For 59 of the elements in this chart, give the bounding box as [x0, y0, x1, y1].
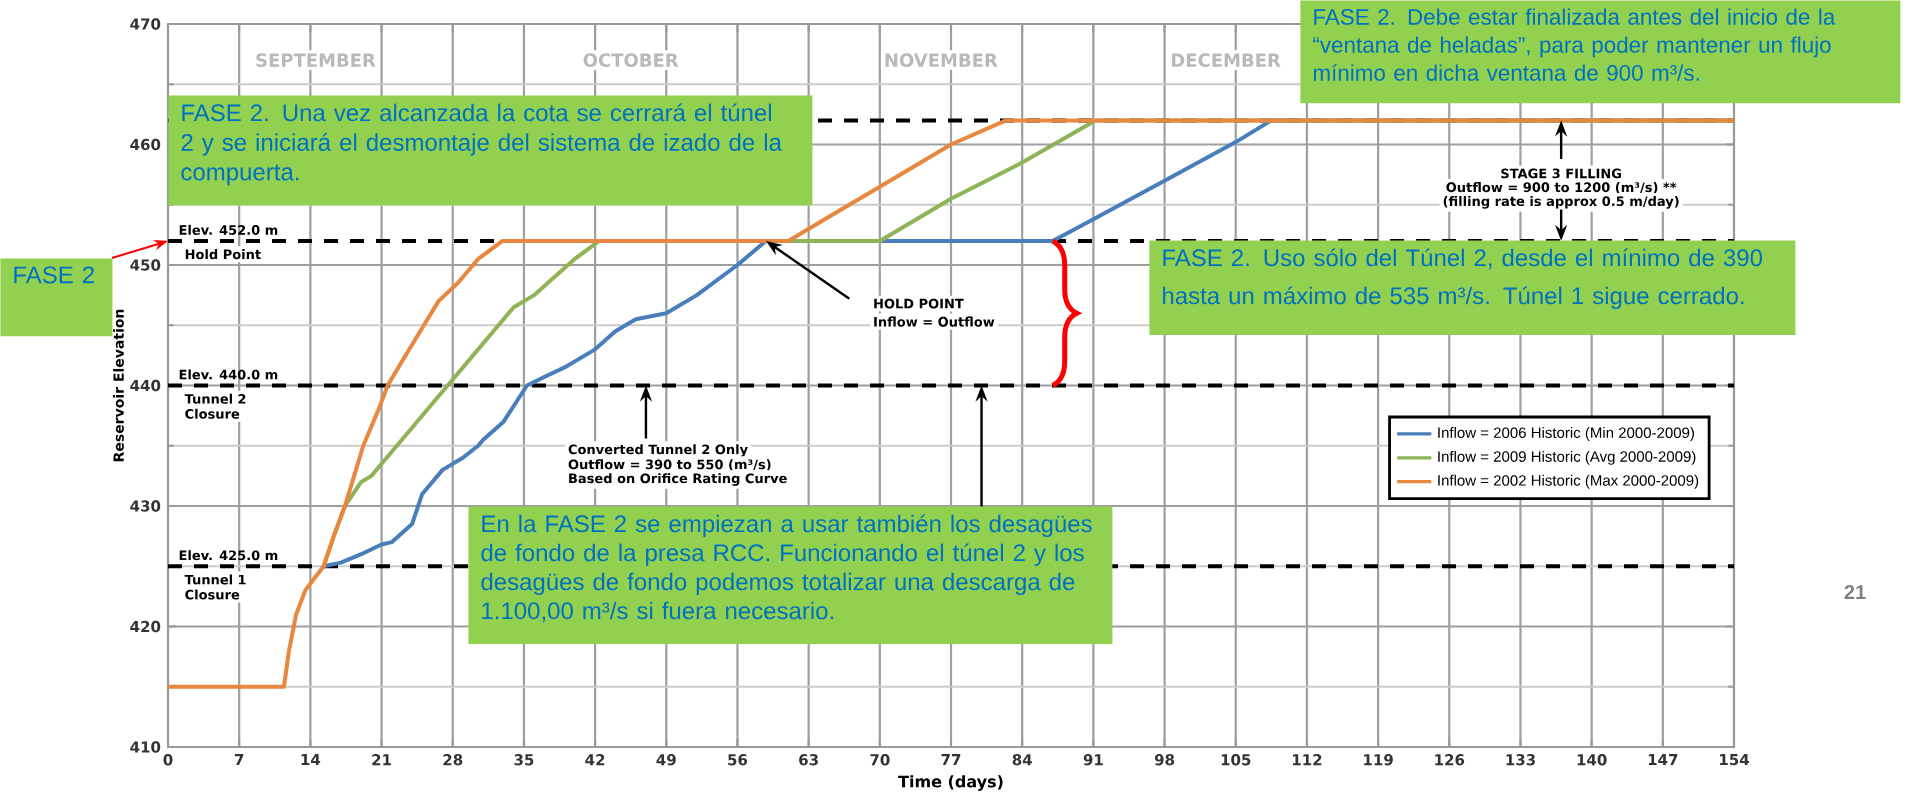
- text: 21: [1844, 585, 1866, 599]
- annotation: (filling rate is approx 0.5 m/day): [1443, 196, 1679, 209]
- annotation: Inflow = Outflow: [874, 316, 995, 327]
- annotation: OCTOBER: [583, 53, 679, 67]
- y-tick-label: 410: [130, 741, 161, 753]
- annotation: Hold Point: [185, 249, 261, 260]
- x-tick-label: 28: [443, 754, 463, 766]
- x-tick-label: 14: [301, 754, 321, 765]
- legend-label: Inflow = 2002 Historic (Max 2000-2009): [1438, 474, 1699, 489]
- annotation: FASE 2. Debe estar finalizada antes del inicio de la “ventana de heladas”, para poder mantener un flujo mínimo en dicha ventana de 900 m³/s.: [1313, 8, 1836, 81]
- annotation: NOVEMBER: [885, 53, 998, 67]
- x-tick-label: 63: [799, 754, 818, 766]
- x-tick-label: 0: [163, 754, 173, 766]
- y-axis-title: Reservoir Elevation: [113, 309, 124, 462]
- x-tick-label: 112: [1292, 754, 1322, 766]
- x-axis-title: Time (days): [898, 775, 1003, 791]
- ref-line-label: Elev. 425.0 m: [179, 550, 278, 561]
- annotation: En la FASE 2 se empiezan a usar también los desagües de fondo de la presa RCC. Funcionando el túnel 2 y los desagües de fondo podemos totalizar una descarga de 1.100,00 m³/s si fuera necesario.: [481, 514, 1092, 623]
- x-tick-label: 56: [728, 754, 748, 766]
- annotation: FASE 2. Una vez alcanzada la cota se cerrará el túnel 2 y se iniciará el desmontaje del sistema de izado de la compuerta.: [181, 103, 782, 186]
- annotation: Tunnel 2 Closure: [184, 393, 246, 419]
- annotation: FASE 2. Uso sólo del Túnel 2, desde el mínimo de 390 hasta un máximo de 535 m³/s. Túnel 1 sigue cerrado.: [1163, 248, 1763, 310]
- y-tick-label: 440: [130, 379, 161, 392]
- x-tick-label: 147: [1648, 754, 1678, 765]
- annotation: HOLD POINT: [874, 298, 964, 309]
- x-tick-label: 154: [1720, 754, 1749, 766]
- x-tick-label: 7: [234, 754, 244, 765]
- y-tick-label: 420: [130, 620, 161, 633]
- y-tick-label: 470: [130, 18, 161, 30]
- x-tick-label: 21: [372, 754, 391, 766]
- annotation: DECEMBER: [1171, 53, 1281, 67]
- x-tick-label: 91: [1083, 754, 1103, 766]
- x-tick-label: 35: [514, 754, 534, 766]
- x-tick-label: 133: [1506, 754, 1535, 766]
- x-tick-label: 49: [656, 754, 676, 766]
- x-tick-label: 98: [1154, 754, 1175, 766]
- y-tick-label: 430: [130, 500, 161, 512]
- ref-line-label: Elev. 452.0 m: [179, 224, 278, 235]
- y-tick-label: 450: [130, 259, 161, 271]
- annotation: Outflow = 390 to 550 (m³/s): [568, 459, 771, 471]
- legend-label: Inflow = 2006 Historic (Min 2000-2009): [1438, 427, 1694, 441]
- x-tick-label: 105: [1221, 754, 1251, 766]
- x-tick-label: 70: [870, 754, 890, 766]
- annotation: SEPTEMBER: [256, 53, 376, 67]
- annotation: Converted Tunnel 2 Only: [568, 444, 748, 457]
- x-tick-label: 77: [941, 754, 961, 765]
- x-tick-label: 140: [1577, 754, 1607, 766]
- x-tick-label: 84: [1012, 754, 1032, 766]
- legend-label: Inflow = 2009 Historic (Avg 2000-2009): [1438, 450, 1696, 465]
- annotation: Based on Orifice Rating Curve: [569, 473, 787, 486]
- x-tick-label: 126: [1435, 754, 1465, 766]
- annotation: Outflow = 900 to 1200 (m³/s) **: [1446, 182, 1677, 194]
- annotation: Tunnel 1 Closure: [184, 574, 246, 600]
- annotation: STAGE 3 FILLING: [1501, 168, 1621, 179]
- y-tick-label: 460: [130, 138, 161, 151]
- x-tick-label: 42: [585, 754, 605, 766]
- ref-line-label: Elev. 440.0 m: [179, 369, 278, 380]
- x-tick-label: 119: [1364, 754, 1393, 766]
- text: FASE 2: [14, 266, 94, 284]
